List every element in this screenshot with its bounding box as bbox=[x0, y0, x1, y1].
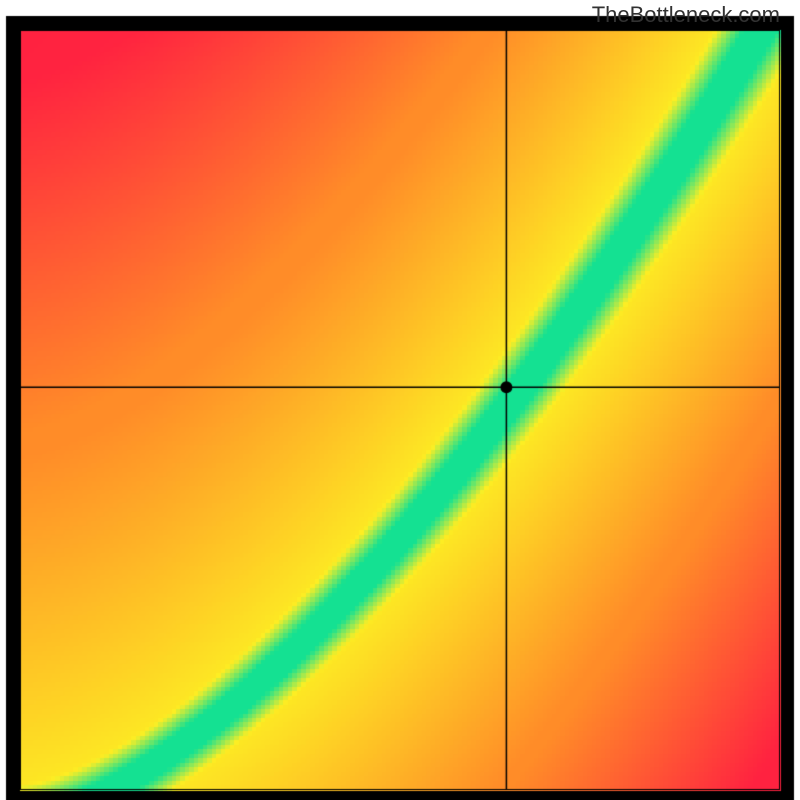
watermark-text: TheBottleneck.com bbox=[592, 2, 780, 28]
bottleneck-heatmap-chart bbox=[0, 0, 800, 800]
